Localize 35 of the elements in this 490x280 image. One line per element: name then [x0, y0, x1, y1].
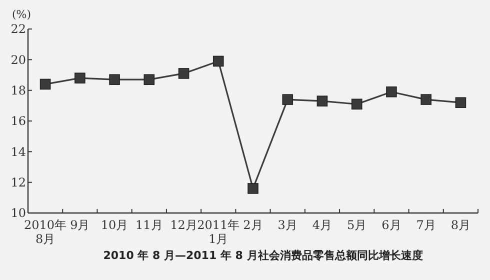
- y-tick-label: 18: [10, 84, 26, 98]
- y-tick-label: 12: [10, 176, 26, 190]
- y-tick-label: 14: [10, 144, 26, 159]
- x-tick-label: 4月: [312, 218, 332, 232]
- x-tick-label: 12月: [170, 218, 198, 232]
- x-tick-label: 6月: [382, 218, 402, 232]
- point: [386, 86, 397, 98]
- point: [316, 96, 328, 106]
- point: [420, 94, 432, 105]
- y-tick-label: 10: [10, 206, 26, 220]
- x-tick-label: 9月: [70, 218, 90, 232]
- point: [178, 68, 190, 79]
- point: [144, 74, 155, 85]
- point: [282, 94, 294, 105]
- x-tick-label: 3月: [278, 218, 298, 232]
- y-tick-label: 20: [10, 52, 26, 67]
- point: [351, 98, 362, 110]
- point: [455, 97, 466, 108]
- x-tick-label: 11月: [136, 218, 163, 232]
- x-tick-label: 7月: [416, 218, 436, 232]
- point: [212, 56, 224, 67]
- point: [109, 74, 120, 85]
- point: [248, 183, 258, 194]
- x-tick-label: 2011年 1月: [197, 218, 240, 246]
- x-tick-label: 8月: [450, 218, 471, 232]
- y-axis-title: (%): [12, 8, 32, 21]
- x-tick-label: 2月: [243, 218, 263, 232]
- point: [74, 72, 86, 84]
- point: [40, 78, 51, 90]
- x-tick-label: 2010年 8月: [24, 218, 67, 246]
- y-tick-label: 16: [10, 114, 26, 128]
- y-tick-label: 22: [10, 22, 26, 36]
- text: 2010 年 8 月—2011 年 8 月社会消费品零售总额同比增长速度: [103, 249, 423, 262]
- x-tick-label: 10月: [100, 218, 128, 232]
- x-tick-label: 5月: [347, 218, 367, 232]
